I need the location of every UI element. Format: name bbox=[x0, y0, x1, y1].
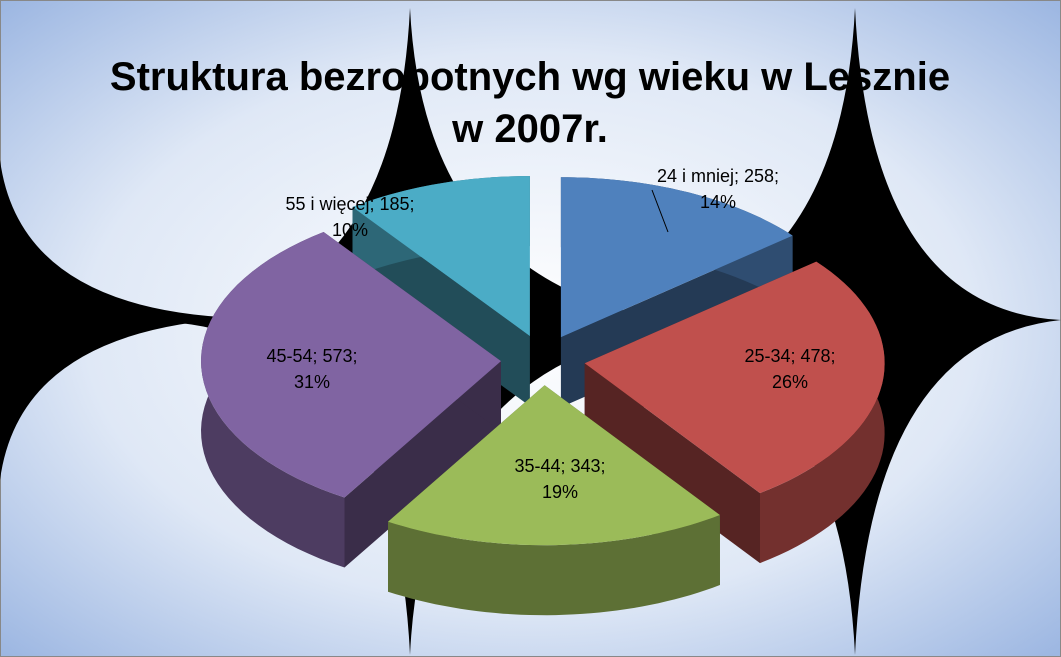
chart: Struktura bezrobotnych wg wieku w Leszni… bbox=[0, 0, 1061, 657]
